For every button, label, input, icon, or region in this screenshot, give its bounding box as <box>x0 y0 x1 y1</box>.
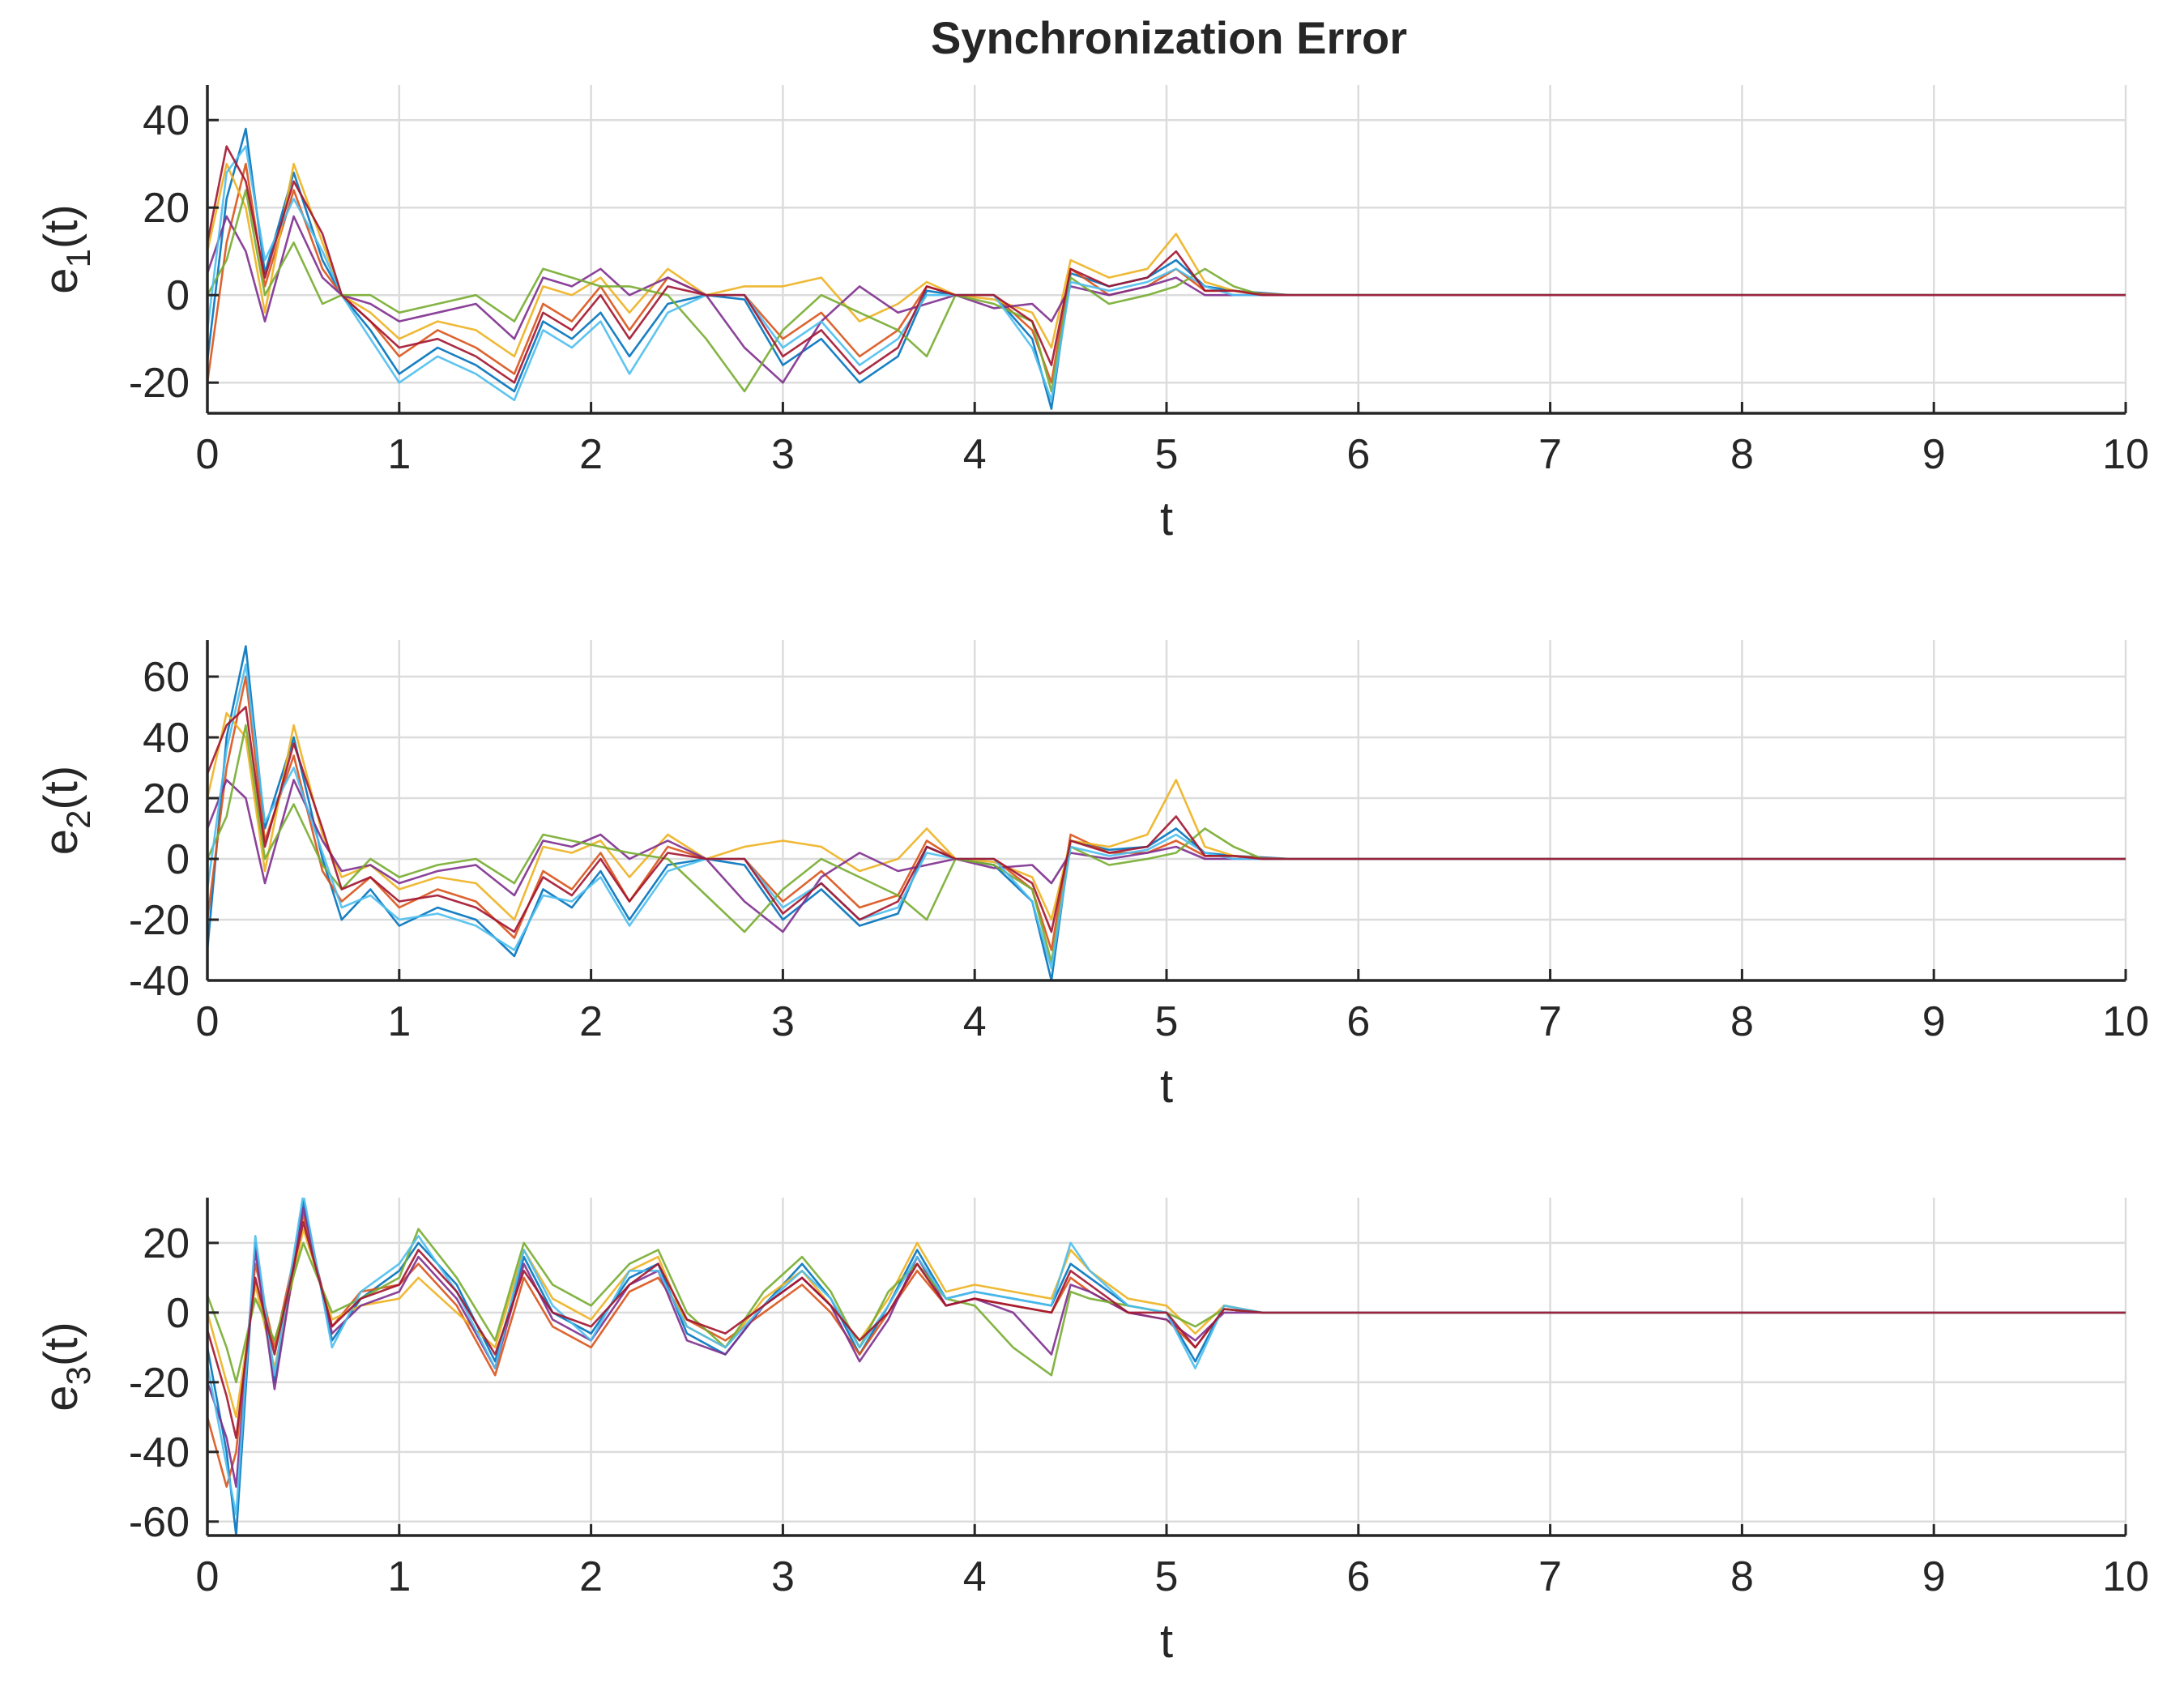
y-tick-label: 40 <box>143 715 190 762</box>
x-tick-label: 3 <box>771 998 795 1045</box>
x-tick-label: 3 <box>771 1553 795 1600</box>
y-axis-label: e2(t) <box>35 766 97 855</box>
x-tick-label: 5 <box>1155 1553 1179 1600</box>
x-tick-label: 3 <box>771 431 795 478</box>
y-axis-label-suffix: (t) <box>35 204 87 249</box>
x-tick-label: 7 <box>1538 431 1562 478</box>
x-tick-label: 6 <box>1346 1553 1370 1600</box>
series-line-6 <box>207 1198 2126 1516</box>
x-tick-label: 6 <box>1346 431 1370 478</box>
y-axis-label-subscript: 3 <box>59 1366 97 1385</box>
series-group <box>207 645 2126 980</box>
x-tick-label: 0 <box>196 998 220 1045</box>
series-line-7 <box>207 1220 2126 1439</box>
x-tick-label: 7 <box>1538 1553 1562 1600</box>
x-tick-label: 10 <box>2102 431 2149 478</box>
y-tick-label: 0 <box>166 1290 190 1337</box>
y-tick-label: -20 <box>129 360 190 407</box>
x-tick-label: 0 <box>196 1553 220 1600</box>
x-tick-label: 1 <box>387 431 411 478</box>
x-tick-label: 7 <box>1538 998 1562 1045</box>
y-tick-label: 60 <box>143 654 190 701</box>
x-axis-label: t <box>1160 493 1173 545</box>
y-tick-label: 20 <box>143 1220 190 1267</box>
y-tick-label: -60 <box>129 1499 190 1546</box>
grid <box>206 85 2127 413</box>
x-tick-label: 0 <box>196 431 220 478</box>
y-axis-label-base: e <box>35 1385 87 1411</box>
x-axis-label: t <box>1160 1060 1173 1113</box>
y-axis-label: e1(t) <box>35 204 97 293</box>
y-tick-label: 40 <box>143 97 190 144</box>
series-line-5 <box>207 724 2126 963</box>
y-tick-label: -20 <box>129 1360 190 1407</box>
y-tick-label: 20 <box>143 775 190 822</box>
y-axis-label-subscript: 1 <box>59 249 97 267</box>
y-tick-label: -20 <box>129 897 190 944</box>
y-tick-label: 0 <box>166 836 190 883</box>
x-tick-label: 2 <box>579 431 603 478</box>
series-line-7 <box>207 145 2126 384</box>
x-tick-label: 5 <box>1155 431 1179 478</box>
series-line-7 <box>207 706 2126 933</box>
x-tick-label: 1 <box>387 1553 411 1600</box>
series-group <box>207 127 2126 410</box>
x-tick-label: 10 <box>2102 1553 2149 1600</box>
x-axis-label: t <box>1160 1615 1173 1668</box>
y-axis-label-suffix: (t) <box>35 766 87 810</box>
y-axis-label-base: e <box>35 829 87 855</box>
series-line-6 <box>207 145 2126 402</box>
x-tick-label: 8 <box>1730 1553 1754 1600</box>
x-tick-label: 8 <box>1730 998 1754 1045</box>
x-tick-label: 4 <box>963 1553 987 1600</box>
y-tick-label: 0 <box>166 272 190 319</box>
x-tick-label: 5 <box>1155 998 1179 1045</box>
x-tick-label: 2 <box>579 1553 603 1600</box>
x-tick-label: 4 <box>963 998 987 1045</box>
y-tick-label: -40 <box>129 1429 190 1476</box>
x-tick-label: 10 <box>2102 998 2149 1045</box>
x-tick-label: 8 <box>1730 431 1754 478</box>
x-tick-label: 9 <box>1922 431 1946 478</box>
y-tick-label: 20 <box>143 185 190 232</box>
x-tick-label: 6 <box>1346 998 1370 1045</box>
x-tick-label: 9 <box>1922 998 1946 1045</box>
series-group <box>207 1198 2126 1536</box>
x-tick-label: 1 <box>387 998 411 1045</box>
y-axis-label-subscript: 2 <box>59 810 97 829</box>
y-tick-label: -40 <box>129 958 190 1005</box>
y-axis-label-base: e <box>35 267 87 293</box>
y-axis-label: e3(t) <box>35 1322 97 1411</box>
series-line-5 <box>207 189 2126 393</box>
x-tick-label: 4 <box>963 431 987 478</box>
x-tick-label: 9 <box>1922 1553 1946 1600</box>
y-axis-label-suffix: (t) <box>35 1322 87 1366</box>
figure-title: Synchronization Error <box>931 12 1407 63</box>
x-tick-label: 2 <box>579 998 603 1045</box>
